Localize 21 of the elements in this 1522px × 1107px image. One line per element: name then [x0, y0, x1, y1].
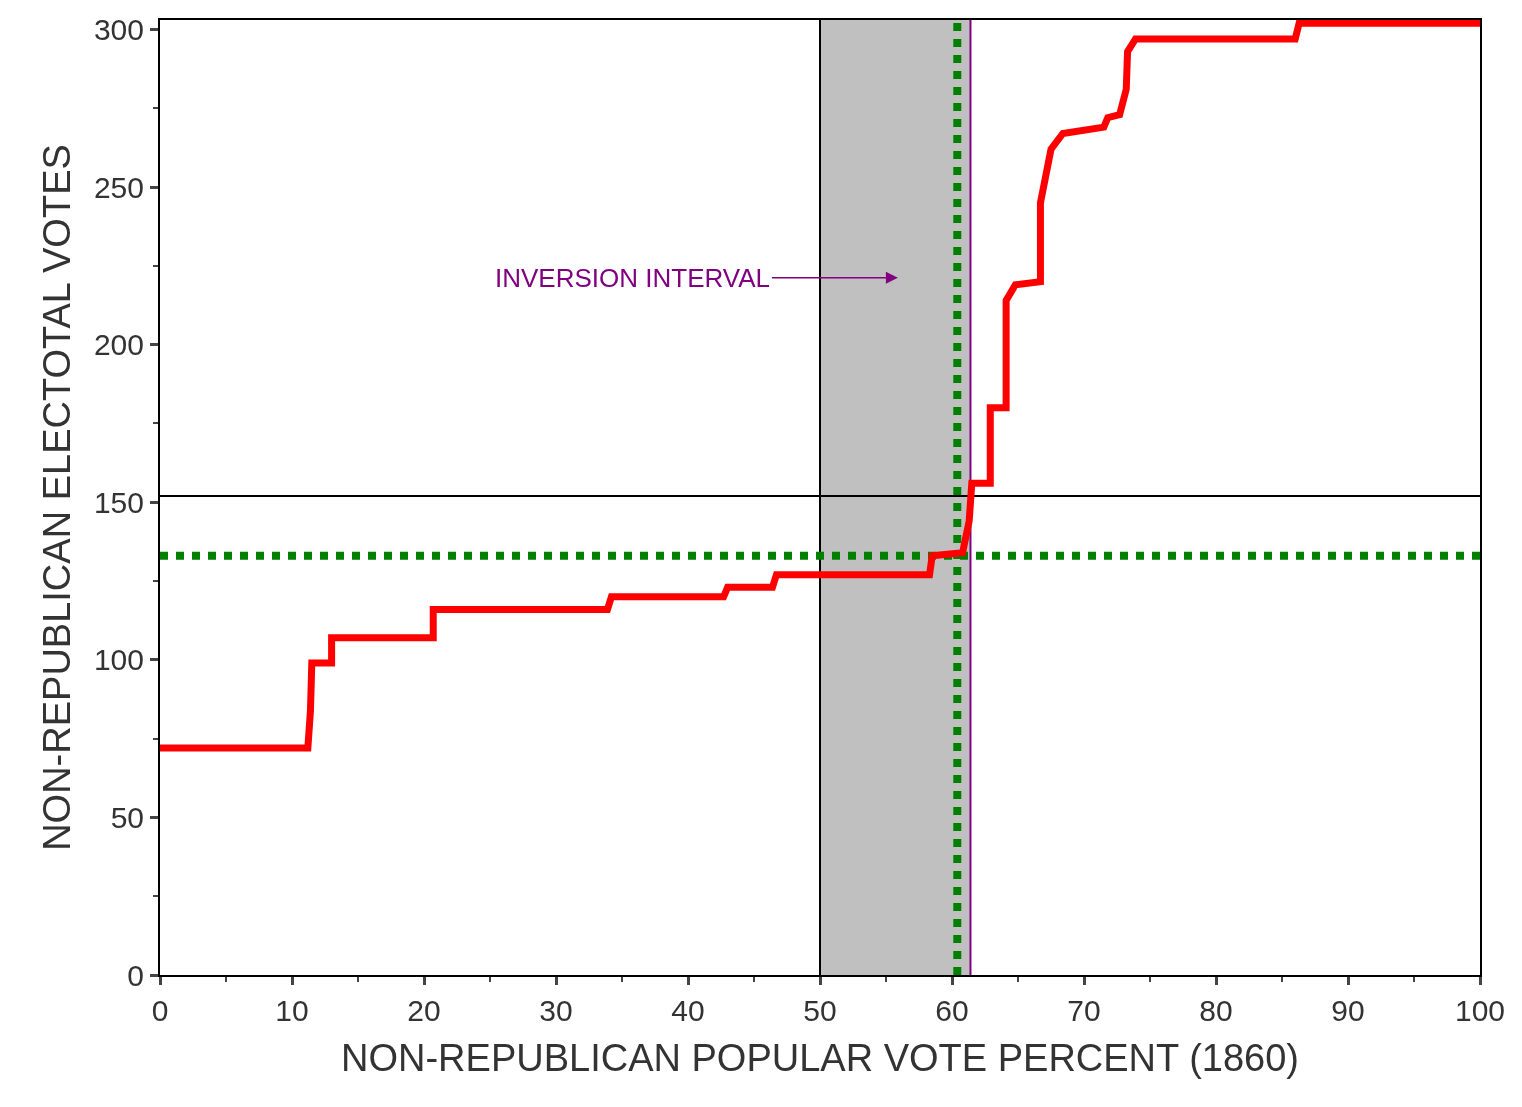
x-tick-label: 50 [803, 994, 837, 1027]
x-tick-label: 70 [1067, 994, 1101, 1027]
annotation: INVERSION INTERVAL [495, 263, 770, 293]
x-tick-label: 90 [1331, 994, 1365, 1027]
x-tick-label: 40 [671, 994, 705, 1027]
x-tick-label: 60 [935, 994, 969, 1027]
x-tick-label: 30 [539, 994, 573, 1027]
x-tick-label: 20 [407, 994, 441, 1027]
x-axis-title: NON-REPUBLICAN POPULAR VOTE PERCENT (1860) [341, 1036, 1299, 1079]
y-tick-label: 0 [127, 958, 144, 992]
x-tick-label: 80 [1199, 994, 1233, 1027]
y-tick-label: 250 [93, 170, 144, 204]
x-tick-label: 10 [275, 994, 309, 1027]
y-tick-label: 100 [93, 643, 144, 677]
x-tick-label: 0 [151, 994, 169, 1027]
y-tick-label: 150 [93, 485, 144, 519]
y-tick-label: 200 [93, 328, 144, 362]
x-tick-label: 100 [1454, 994, 1506, 1027]
y-tick-label: 300 [93, 12, 144, 46]
y-tick-label: 50 [110, 800, 144, 834]
y-axis-title: NON-REPUBLICAN ELECTOTAL VOTES [35, 144, 78, 851]
